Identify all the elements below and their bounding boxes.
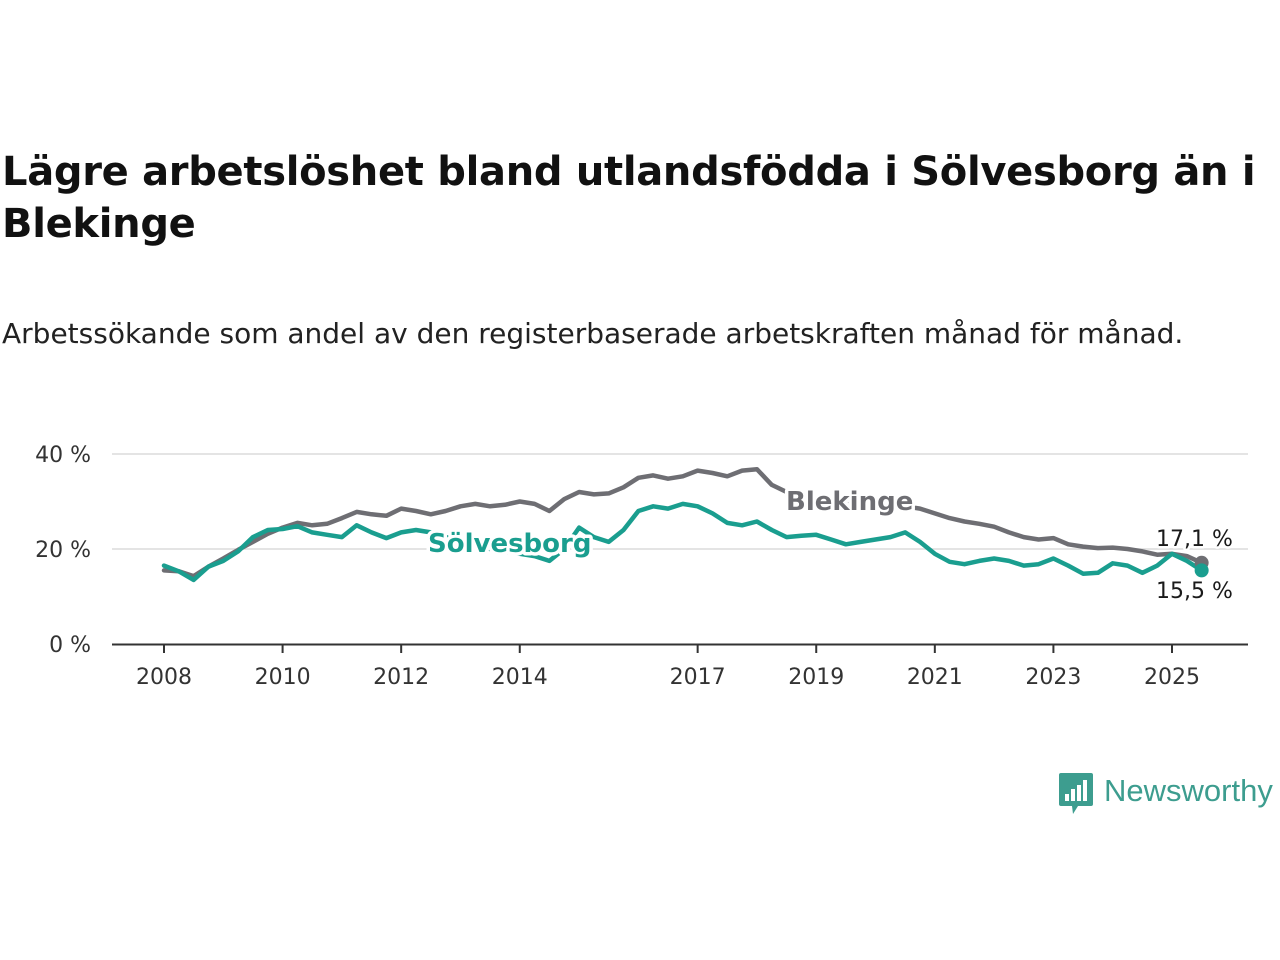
x-tick-label: 2017: [670, 665, 726, 690]
y-tick-label: 20 %: [35, 538, 91, 563]
x-tick-label: 2019: [788, 665, 844, 690]
y-tick-label: 0 %: [49, 633, 91, 658]
x-tick-label: 2008: [136, 665, 192, 690]
series-label-blekinge: Blekinge: [786, 487, 913, 517]
newsworthy-logo: Newsworthy: [1058, 772, 1273, 820]
x-tick-label: 2012: [373, 665, 429, 690]
x-tick-label: 2010: [255, 665, 311, 690]
chart-subtitle: Arbetssökande som andel av den registerb…: [2, 317, 1184, 350]
x-tick-label: 2023: [1025, 665, 1081, 690]
series-line-blekinge: [161, 466, 1204, 579]
newsworthy-logo-text: Newsworthy: [1104, 773, 1273, 808]
series-line-solvesborg: [161, 501, 1204, 583]
series-end-point-solvesborg: [1194, 563, 1209, 578]
axis-layer: 0 % 20 % 40 % 2008 2010 2012 2014 2017 2019 2021 2…: [35, 443, 1248, 690]
labels-layer: Blekinge Sölvesborg 17,1 % 15,5 %: [425, 484, 1236, 607]
line-chart: 0 % 20 % 40 % 2008 2010 2012 2014 2017 2019 2021 2…: [35, 443, 1248, 690]
newsworthy-logo-icon: [1059, 773, 1093, 814]
x-tick-label: 2021: [907, 665, 963, 690]
grid-layer: [112, 453, 1248, 550]
series-label-solvesborg: Sölvesborg: [428, 529, 591, 559]
end-value-label-solvesborg: 15,5 %: [1156, 579, 1233, 604]
x-tick-label: 2025: [1144, 665, 1200, 690]
y-tick-label: 40 %: [35, 443, 91, 468]
end-value-label-blekinge: 17,1 %: [1156, 527, 1233, 552]
x-tick-label: 2014: [492, 665, 548, 690]
chart-title: Lägre arbetslöshet bland utlandsfödda i …: [2, 149, 1256, 247]
lines-layer: [161, 466, 1209, 583]
